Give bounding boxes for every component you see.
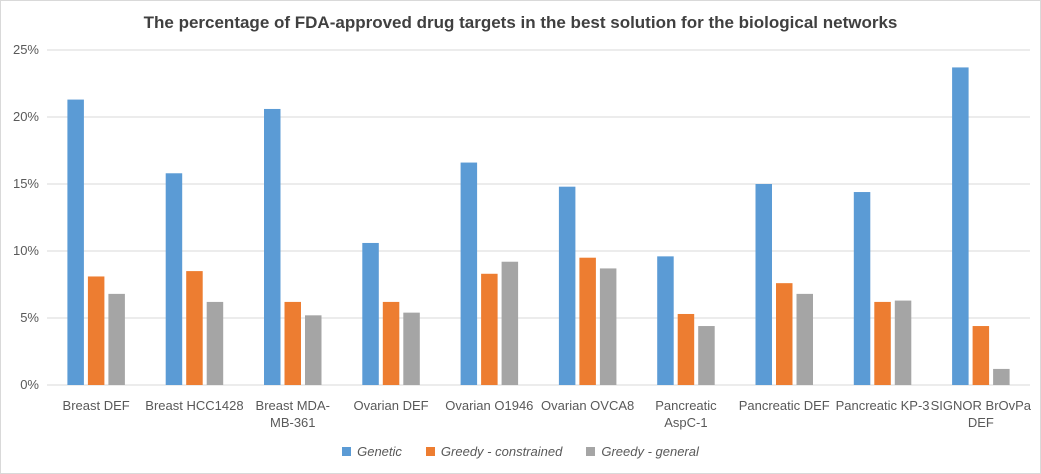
- bar: [579, 257, 596, 385]
- x-category-label: Pancreatic DEF: [739, 398, 830, 413]
- bar: [558, 186, 576, 385]
- y-tick-label: 25%: [13, 42, 39, 57]
- y-tick-label: 15%: [13, 176, 39, 191]
- bar: [993, 368, 1010, 385]
- bar: [894, 300, 912, 385]
- legend: Genetic Greedy - constrained Greedy - ge…: [0, 444, 1041, 459]
- legend-swatch-greedy-general: [586, 447, 596, 456]
- y-tick-label: 20%: [13, 109, 39, 124]
- legend-label-greedy-constrained: Greedy - constrained: [440, 444, 563, 459]
- x-category-label: SIGNOR BrOvPa DEF: [931, 398, 1032, 430]
- y-tick-label: 5%: [20, 310, 39, 325]
- bar: [305, 315, 322, 385]
- legend-item-greedy-constrained: Greedy - constrained: [425, 444, 563, 459]
- bar: [776, 283, 793, 385]
- x-category-label: Pancreatic AspC-1: [655, 398, 717, 430]
- x-category-label: Breast DEF: [63, 398, 130, 413]
- bar: [186, 271, 203, 385]
- x-category-label: Breast HCC1428: [145, 398, 243, 413]
- x-category-label: Breast MDA-MB-361: [256, 398, 330, 430]
- legend-swatch-genetic: [342, 447, 352, 456]
- bar: [284, 301, 301, 385]
- legend-label-genetic: Genetic: [357, 444, 402, 459]
- legend-item-greedy-general: Greedy - general: [586, 444, 699, 459]
- bar: [460, 162, 478, 385]
- bar: [853, 192, 871, 385]
- bar: [755, 184, 772, 385]
- bar: [382, 301, 400, 385]
- x-category-label: Ovarian DEF: [353, 398, 428, 413]
- bar: [481, 273, 498, 385]
- bar: [952, 67, 969, 386]
- bar: [972, 326, 990, 385]
- bar: [87, 276, 105, 385]
- x-category-label: Pancreatic KP-3: [836, 398, 930, 413]
- bar: [599, 268, 617, 385]
- legend-swatch-greedy-constrained: [425, 447, 435, 456]
- bar: [264, 108, 281, 386]
- bar: [796, 293, 813, 385]
- bar: [501, 261, 519, 385]
- legend-item-genetic: Genetic: [342, 444, 402, 459]
- y-tick-label: 10%: [13, 243, 39, 258]
- bar: [67, 99, 84, 385]
- chart-title: The percentage of FDA-approved drug targ…: [143, 13, 898, 32]
- bar: [206, 301, 224, 385]
- bar: [657, 256, 674, 385]
- x-category-label: Ovarian OVCA8: [541, 398, 634, 413]
- bar: [165, 173, 183, 385]
- bar: [362, 242, 379, 385]
- x-category-label: Ovarian O1946: [445, 398, 533, 413]
- bar: [874, 301, 891, 385]
- bar: [698, 326, 715, 385]
- y-tick-label: 0%: [20, 377, 39, 392]
- bar: [403, 312, 420, 385]
- bar: [677, 313, 695, 385]
- legend-label-greedy-general: Greedy - general: [601, 444, 699, 459]
- bar: [108, 293, 125, 385]
